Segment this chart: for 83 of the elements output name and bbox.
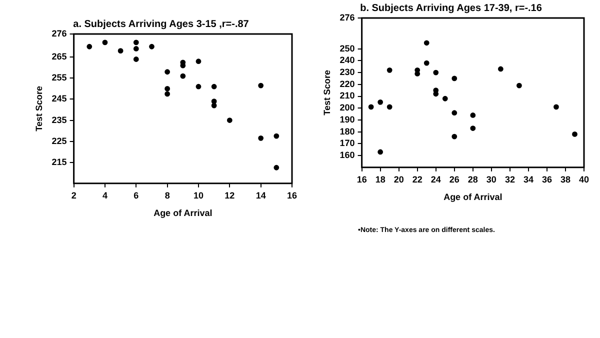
point bbox=[470, 112, 476, 118]
point bbox=[274, 164, 280, 170]
x-tick-label: 16 bbox=[286, 190, 298, 200]
point bbox=[572, 132, 578, 137]
x-tick-label: 40 bbox=[578, 174, 590, 184]
point bbox=[424, 40, 430, 46]
x-tick-label: 2 bbox=[71, 190, 76, 200]
point bbox=[452, 76, 458, 82]
x-tick-label: 36 bbox=[542, 174, 552, 184]
x-tick-label: 14 bbox=[256, 190, 266, 200]
y-tick-label: 276 bbox=[52, 28, 67, 38]
point bbox=[274, 133, 280, 139]
x-tick-label: 18 bbox=[375, 174, 386, 184]
point bbox=[118, 48, 124, 54]
y-tick-label: 245 bbox=[52, 94, 67, 104]
point bbox=[211, 84, 217, 90]
x-tick-label: 20 bbox=[394, 174, 404, 184]
y-tick-label: 160 bbox=[340, 150, 355, 160]
point bbox=[386, 104, 392, 110]
x-tick-label: 30 bbox=[486, 174, 496, 184]
x-tick-label: 6 bbox=[134, 190, 139, 200]
point bbox=[196, 58, 202, 64]
y-tick-label: 180 bbox=[340, 126, 355, 136]
point bbox=[164, 91, 170, 97]
y-tick-label: 276 bbox=[340, 12, 355, 22]
point bbox=[102, 40, 108, 46]
point bbox=[470, 126, 476, 131]
point bbox=[133, 40, 139, 46]
point bbox=[442, 96, 448, 102]
point bbox=[386, 67, 392, 73]
x-tick-label: 26 bbox=[449, 174, 460, 184]
chart-title: a. Subjects Arriving Ages 3-15 ,r=-.87 bbox=[73, 18, 250, 30]
x-axis-title: Age of Arrival bbox=[154, 208, 212, 218]
point bbox=[258, 82, 264, 88]
x-tick-label: 28 bbox=[468, 174, 478, 184]
point bbox=[196, 84, 202, 90]
point bbox=[226, 118, 232, 123]
point bbox=[180, 73, 186, 79]
point bbox=[378, 149, 384, 155]
y-tick-label: 230 bbox=[340, 67, 355, 78]
point bbox=[498, 66, 504, 72]
y-tick-label: 240 bbox=[340, 55, 355, 66]
point bbox=[516, 82, 522, 88]
x-tick-label: 10 bbox=[193, 190, 204, 200]
y-axis-title: Test Score bbox=[322, 70, 332, 116]
point bbox=[368, 104, 374, 110]
y-tick-label: 250 bbox=[340, 43, 355, 54]
x-tick-label: 22 bbox=[412, 174, 422, 184]
point bbox=[433, 70, 439, 76]
y-tick-label: 235 bbox=[52, 114, 67, 125]
y-axis-title: Test Score bbox=[34, 86, 44, 132]
y-tick-label: 225 bbox=[52, 136, 67, 146]
y-tick-label: 220 bbox=[340, 78, 355, 89]
point bbox=[554, 104, 559, 110]
y-tick-label: 255 bbox=[52, 72, 67, 83]
x-tick-label: 32 bbox=[504, 174, 515, 184]
x-tick-label: 38 bbox=[560, 174, 570, 184]
x-tick-label: 24 bbox=[430, 174, 441, 184]
point bbox=[164, 86, 170, 92]
y-tick-label: 215 bbox=[52, 156, 67, 167]
point bbox=[378, 99, 384, 105]
point bbox=[133, 46, 139, 52]
y-tick-label: 200 bbox=[340, 102, 355, 113]
point bbox=[133, 56, 139, 62]
point bbox=[258, 135, 264, 141]
point bbox=[452, 110, 458, 116]
x-tick-label: 4 bbox=[102, 190, 108, 200]
x-axis-title: Age of Arrival bbox=[444, 192, 502, 202]
point bbox=[86, 44, 92, 50]
point bbox=[452, 134, 458, 140]
chart-title: b. Subjects Arriving Ages 17-39, r=-.16 bbox=[360, 2, 542, 14]
x-tick-label: 12 bbox=[224, 190, 235, 200]
y-tick-label: 190 bbox=[340, 114, 355, 124]
y-tick-label: 265 bbox=[52, 52, 67, 62]
x-tick-label: 16 bbox=[356, 174, 367, 184]
point bbox=[164, 69, 170, 75]
x-tick-label: 8 bbox=[164, 190, 170, 200]
y-tick-label: 210 bbox=[340, 90, 355, 101]
point bbox=[149, 44, 154, 50]
point bbox=[424, 60, 430, 66]
y-tick-label: 170 bbox=[340, 138, 355, 148]
point bbox=[414, 71, 420, 76]
x-tick-label: 34 bbox=[523, 174, 534, 184]
